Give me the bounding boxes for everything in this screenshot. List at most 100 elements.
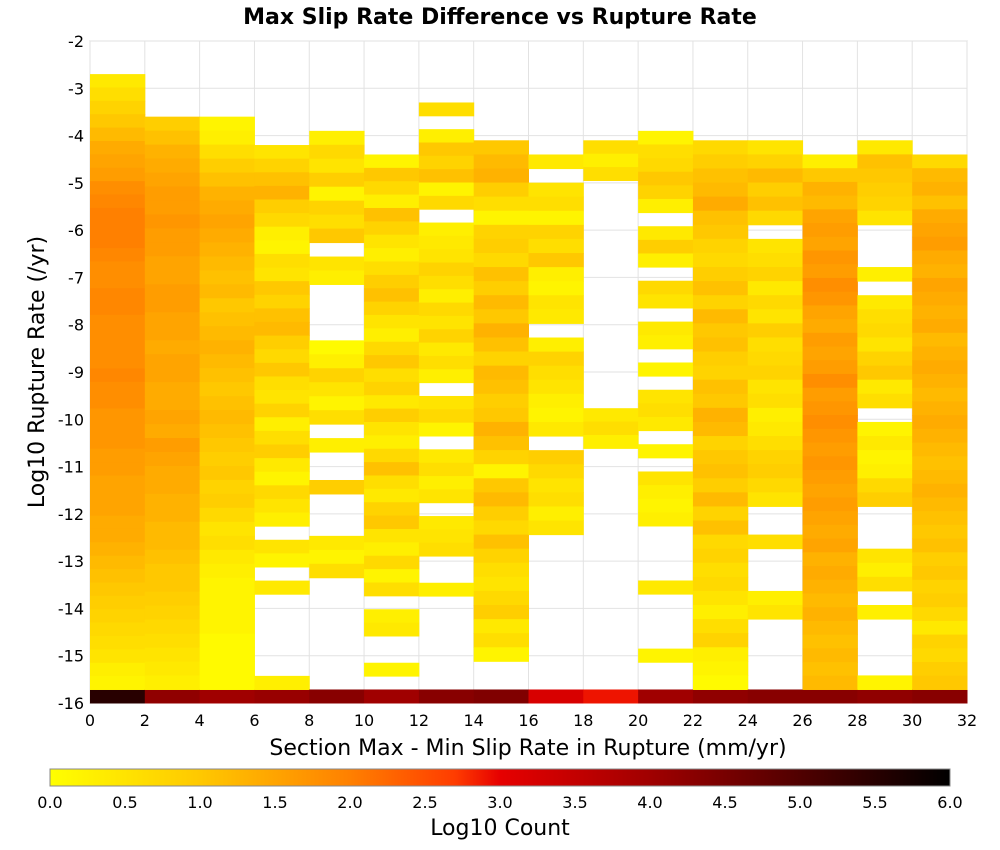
heatmap-cell <box>857 379 913 395</box>
heatmap-cell <box>309 479 365 495</box>
heatmap-cell <box>692 548 749 564</box>
heatmap-cell <box>912 483 968 498</box>
heatmap-cell <box>638 485 694 500</box>
heatmap-cell <box>254 512 310 527</box>
y-tick-label: -7 <box>68 268 84 287</box>
heatmap-cell <box>473 647 529 662</box>
heatmap-cell <box>309 256 365 272</box>
heatmap-cell <box>747 379 804 395</box>
heatmap-cell <box>802 620 858 636</box>
heatmap-cell <box>802 511 858 526</box>
heatmap-cell <box>912 181 968 197</box>
heatmap-cell <box>692 464 749 479</box>
heatmap-cell <box>90 100 146 115</box>
heatmap-cell <box>638 185 694 200</box>
heatmap-cell <box>418 582 475 597</box>
heatmap-cell <box>90 328 146 343</box>
x-tick-label: 32 <box>957 711 977 730</box>
heatmap-cell <box>583 167 639 181</box>
heatmap-cell <box>364 475 420 490</box>
heatmap-cell <box>364 207 420 222</box>
heatmap-cell <box>692 436 749 451</box>
heatmap-cell <box>638 512 694 527</box>
heatmap-cell <box>364 274 420 289</box>
heatmap-cell <box>912 607 968 622</box>
y-tick-label: -4 <box>68 127 84 146</box>
heatmap-cell <box>199 270 255 285</box>
heatmap-cell <box>90 689 146 704</box>
heatmap-cell <box>692 168 749 184</box>
heatmap-cell <box>912 497 968 512</box>
heatmap-cell <box>802 662 858 677</box>
y-tick-label: -11 <box>58 458 84 477</box>
heatmap-cell <box>199 605 255 621</box>
heatmap-cell <box>144 451 201 467</box>
heatmap-cell <box>254 689 310 704</box>
heatmap-cell <box>692 210 749 226</box>
heatmap-cell <box>90 488 146 503</box>
heatmap-cell <box>199 689 255 704</box>
heatmap-cell <box>199 284 255 299</box>
heatmap-cell <box>802 346 858 361</box>
heatmap-cell <box>90 595 146 610</box>
heatmap-cell <box>144 186 201 201</box>
heatmap-cell <box>802 250 858 265</box>
heatmap-cell <box>692 590 749 606</box>
heatmap-cell <box>473 562 529 578</box>
heatmap-cell <box>309 438 365 453</box>
heatmap-cell <box>254 185 310 200</box>
heatmap-cell <box>857 323 913 338</box>
heatmap-cell <box>692 633 749 648</box>
heatmap-cell <box>144 340 201 355</box>
heatmap-cell <box>418 249 475 264</box>
heatmap-cell <box>692 309 749 324</box>
heatmap-cell <box>747 464 804 479</box>
heatmap-cell <box>473 590 529 606</box>
heatmap-cell <box>309 396 365 411</box>
heatmap-cell <box>309 144 365 160</box>
heatmap-cell <box>473 450 529 465</box>
heatmap-cell <box>857 562 913 578</box>
heatmap-cell <box>638 198 694 214</box>
heatmap-cell <box>528 337 584 353</box>
heatmap-cell <box>418 129 475 143</box>
heatmap-cell <box>473 506 529 522</box>
heatmap-cell <box>254 158 310 173</box>
x-tick-label: 26 <box>792 711 812 730</box>
heatmap-cell <box>144 675 201 690</box>
heatmap-cell <box>857 576 913 592</box>
heatmap-cell <box>90 234 146 249</box>
heatmap-cell <box>473 548 529 564</box>
heatmap-cell <box>638 171 694 186</box>
heatmap-cell <box>199 368 255 383</box>
heatmap-cell <box>747 252 804 268</box>
heatmap-cell <box>418 169 475 184</box>
heatmap-cell <box>309 214 365 230</box>
heatmap-cell <box>144 619 201 635</box>
heatmap-cell <box>90 301 146 316</box>
heatmap-cell <box>692 140 749 155</box>
heatmap-cell <box>638 498 694 513</box>
heatmap-cell <box>90 368 146 383</box>
heatmap-cell <box>802 305 858 320</box>
heatmap-cell <box>418 275 475 290</box>
heatmap-cell <box>747 210 804 226</box>
heatmap-cell <box>912 648 968 663</box>
heatmap-cell <box>583 153 639 168</box>
heatmap-cell <box>199 619 255 635</box>
heatmap-cell <box>90 408 146 423</box>
heatmap-cell <box>802 195 858 210</box>
heatmap-cell <box>144 507 201 523</box>
x-tick-label: 20 <box>628 711 648 730</box>
heatmap-cell <box>254 253 310 269</box>
heatmap-cell <box>473 295 529 310</box>
x-tick-label: 2 <box>140 711 150 730</box>
heatmap-cell <box>473 182 529 198</box>
heatmap-cell <box>199 256 255 271</box>
heatmap-cell <box>802 209 858 224</box>
heatmap-cell <box>144 661 201 677</box>
heatmap-cell <box>309 563 365 579</box>
heatmap-cell <box>254 485 310 500</box>
heatmap-cell <box>857 337 913 353</box>
heatmap-cell <box>418 369 475 384</box>
